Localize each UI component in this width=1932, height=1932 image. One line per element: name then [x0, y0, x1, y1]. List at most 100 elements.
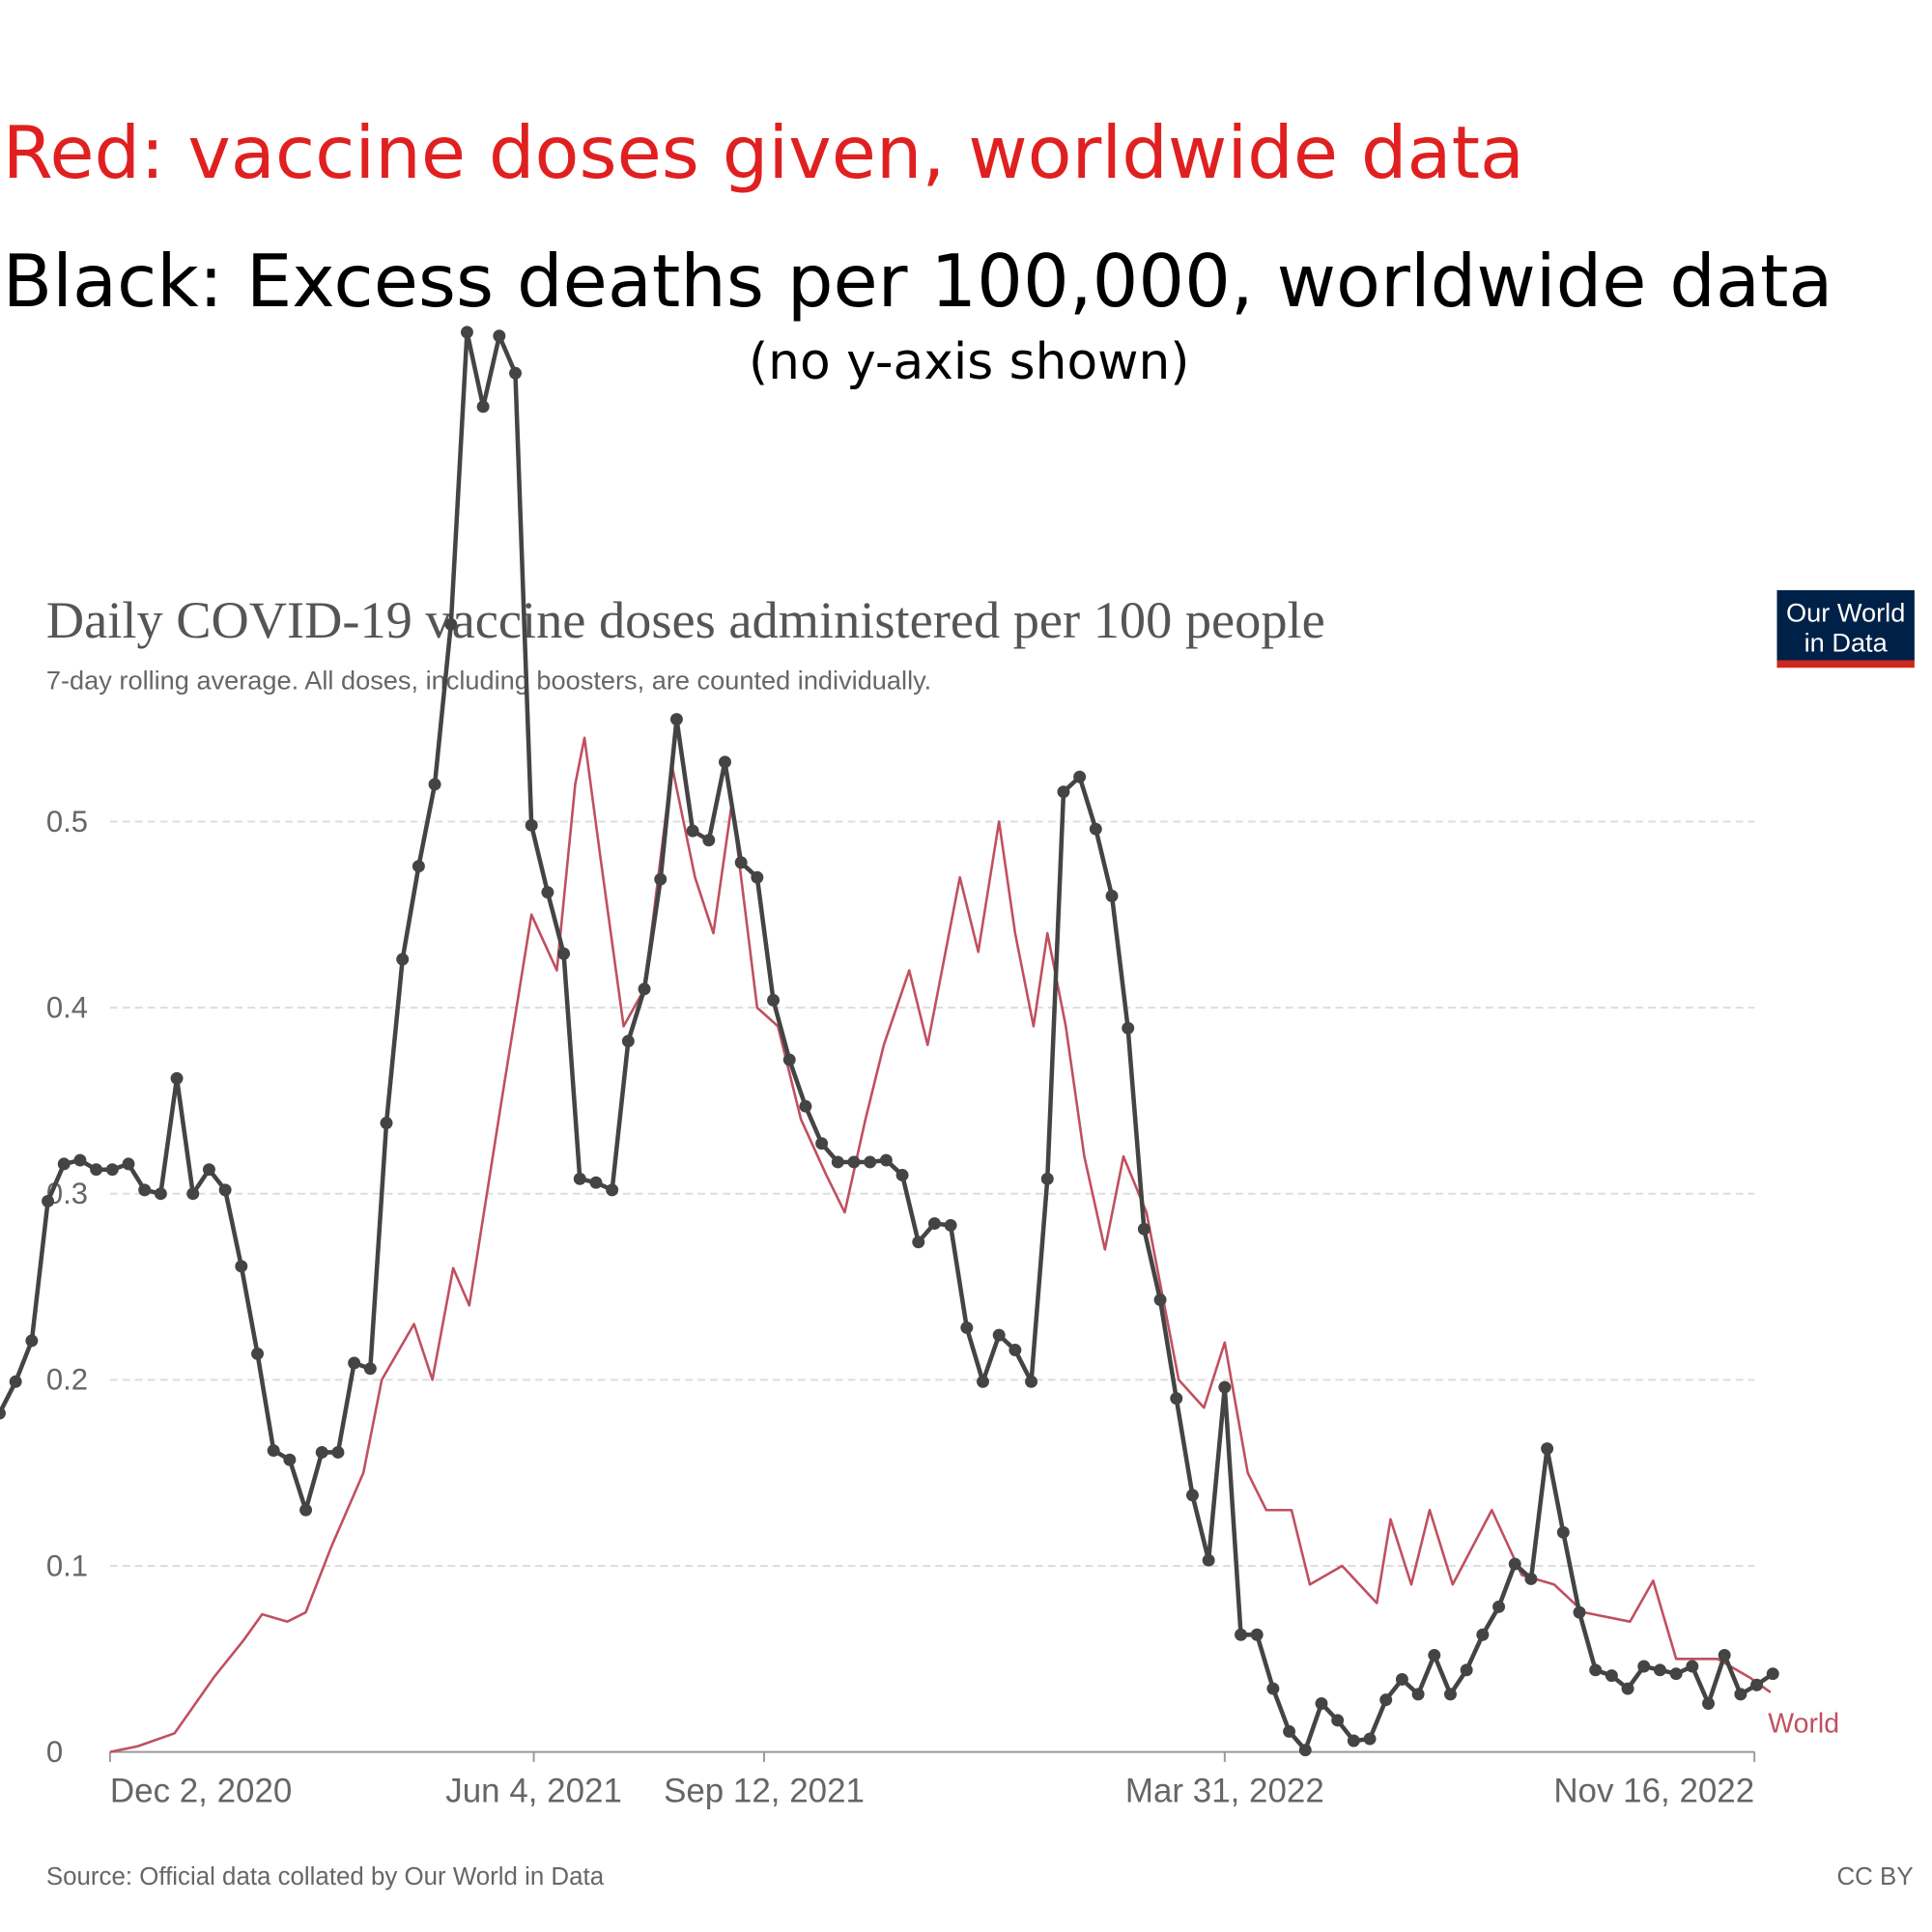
x-tick-label: Sep 12, 2021	[664, 1772, 865, 1809]
point	[1541, 1442, 1554, 1456]
point	[815, 1137, 829, 1151]
point	[73, 1153, 87, 1167]
point	[702, 834, 716, 847]
y-tick-label: 0.2	[46, 1363, 88, 1397]
logo-box	[1776, 590, 1915, 661]
point	[1057, 785, 1070, 799]
point	[1250, 1628, 1264, 1641]
point	[573, 1172, 586, 1185]
point	[621, 1035, 635, 1048]
point	[509, 366, 522, 380]
vaccine-line	[109, 736, 1772, 1753]
license: CC BY	[1837, 1863, 1914, 1890]
point	[1122, 1021, 1135, 1035]
point	[138, 1183, 152, 1197]
red-note: Red: vaccine doses given, worldwide data	[3, 110, 1524, 195]
point	[1702, 1697, 1715, 1710]
y-tick-label: 0.1	[46, 1548, 88, 1582]
y-tick-label: 0.5	[46, 805, 88, 838]
point	[493, 329, 506, 343]
point	[1089, 822, 1102, 836]
point	[1718, 1648, 1731, 1662]
y-tick-label: 0.4	[46, 990, 88, 1024]
point	[879, 1153, 893, 1167]
point	[831, 1155, 844, 1169]
point	[654, 872, 668, 886]
point	[90, 1163, 103, 1177]
point	[1185, 1489, 1199, 1502]
point	[864, 1155, 877, 1169]
y-tick-label: 0	[46, 1735, 63, 1769]
point	[1170, 1392, 1183, 1406]
point	[1476, 1628, 1490, 1641]
chart-title: Daily COVID-19 vaccine doses administere…	[46, 591, 1325, 649]
point	[1766, 1667, 1779, 1681]
point	[686, 824, 699, 838]
point	[315, 1445, 328, 1459]
logo-text: in Data	[1804, 627, 1889, 657]
point	[1040, 1172, 1054, 1185]
point	[25, 1334, 39, 1348]
point	[960, 1321, 974, 1334]
point	[0, 1406, 6, 1420]
point	[638, 982, 651, 996]
point	[1331, 1714, 1345, 1727]
point	[669, 713, 683, 726]
x-tick-label: Mar 31, 2022	[1125, 1772, 1324, 1809]
point	[734, 856, 748, 869]
point	[1395, 1672, 1408, 1686]
point	[460, 326, 473, 339]
point	[895, 1168, 909, 1181]
point	[606, 1183, 619, 1197]
point	[42, 1194, 55, 1208]
point	[202, 1163, 215, 1177]
point	[1460, 1663, 1473, 1677]
point	[412, 860, 425, 873]
point	[1686, 1660, 1699, 1673]
logo-bar	[1776, 660, 1915, 668]
point	[105, 1163, 119, 1177]
point	[1202, 1553, 1215, 1567]
point	[1153, 1293, 1167, 1306]
point	[9, 1375, 22, 1388]
axis-note: (no y-axis shown)	[749, 333, 1189, 391]
point	[363, 1362, 377, 1376]
point	[1137, 1222, 1151, 1236]
chart-subtitle: 7-day rolling average. All doses, includ…	[46, 665, 931, 695]
point	[1734, 1688, 1747, 1701]
point	[1266, 1682, 1280, 1695]
point	[218, 1183, 232, 1197]
point	[154, 1187, 167, 1201]
point	[1218, 1380, 1232, 1394]
x-tick-label: Dec 2, 2020	[110, 1772, 292, 1809]
point	[1283, 1724, 1296, 1738]
point	[1315, 1697, 1328, 1710]
point	[1524, 1572, 1538, 1585]
point	[719, 755, 731, 769]
point	[380, 1117, 393, 1130]
point	[348, 1356, 361, 1370]
point	[1073, 770, 1087, 783]
point	[977, 1375, 989, 1388]
point	[283, 1453, 297, 1466]
point	[1428, 1648, 1441, 1662]
point	[1235, 1628, 1247, 1641]
point	[1411, 1688, 1425, 1701]
point	[57, 1157, 71, 1171]
point	[992, 1328, 1006, 1342]
point	[1105, 890, 1119, 903]
point	[251, 1347, 264, 1360]
point	[444, 617, 458, 631]
point	[267, 1444, 280, 1458]
point	[1298, 1744, 1312, 1757]
point	[1379, 1693, 1393, 1707]
point	[1669, 1667, 1683, 1681]
point	[751, 870, 764, 884]
point	[1444, 1688, 1457, 1701]
source: Source: Official data collated by Our Wo…	[46, 1863, 605, 1890]
point	[428, 778, 441, 791]
point	[589, 1176, 603, 1189]
point	[1025, 1375, 1038, 1388]
